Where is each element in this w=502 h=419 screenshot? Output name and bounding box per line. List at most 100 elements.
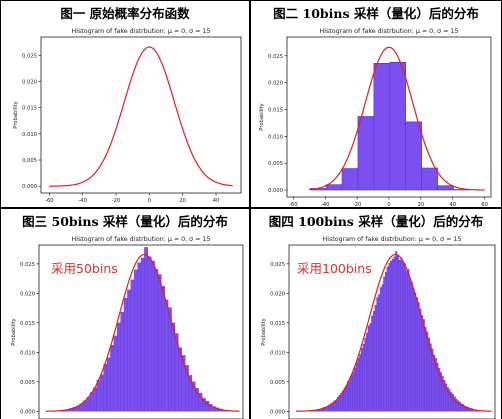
- x-tick-label: -20: [353, 202, 361, 207]
- histogram-bar: [325, 184, 343, 191]
- histogram-bar: [359, 353, 362, 412]
- histogram-bar: [390, 260, 393, 412]
- histogram-bar: [391, 259, 394, 412]
- histogram-bar: [335, 399, 338, 412]
- x-tick-label: -40: [321, 202, 329, 207]
- histogram-bar: [429, 343, 432, 412]
- histogram-bar: [347, 381, 350, 412]
- y-tick-label: 0.020: [22, 79, 37, 85]
- histogram-bar: [354, 367, 357, 412]
- histogram-bar: [381, 284, 384, 412]
- histogram-bar: [355, 362, 358, 412]
- histogram-bar: [421, 315, 424, 412]
- histogram-bar: [140, 257, 145, 412]
- y-tick-label: 0.010: [268, 134, 283, 140]
- histogram-bar: [405, 121, 422, 191]
- histogram-bar: [409, 278, 412, 412]
- histogram-bar: [96, 379, 101, 412]
- y-tick-label: 0.000: [268, 188, 283, 194]
- histogram-bar: [154, 269, 159, 412]
- histogram-bar: [360, 348, 363, 412]
- histogram-bar: [389, 61, 407, 191]
- pdf-curve: [309, 46, 485, 191]
- plot-frame: [40, 36, 242, 194]
- histogram-bar: [364, 338, 367, 412]
- histogram-bar: [414, 292, 417, 412]
- histogram-bar: [341, 168, 359, 191]
- histogram-bar: [357, 358, 360, 412]
- histogram-bar: [362, 343, 365, 412]
- histogram-bar: [437, 185, 454, 191]
- histogram-bar: [147, 256, 152, 412]
- histogram-bars: [309, 251, 482, 412]
- histogram-bar: [157, 274, 162, 412]
- histogram-bar: [419, 308, 422, 412]
- histogram-bar: [171, 322, 176, 412]
- histogram-bar: [372, 310, 375, 412]
- y-tick-label: 0.015: [20, 321, 35, 327]
- x-tick-label: 0: [148, 198, 151, 204]
- y-tick-label: 0.025: [270, 262, 285, 268]
- histogram-bar: [421, 167, 438, 191]
- x-tick-label: 60: [481, 202, 488, 207]
- histogram-bar: [410, 282, 413, 412]
- panel-3-chart: Histogram of fake distrbution: μ = 0, σ …: [11, 236, 244, 419]
- x-tick-label: -20: [112, 198, 120, 204]
- histogram-bar: [395, 251, 398, 412]
- x-tick-label: -40: [78, 198, 86, 204]
- histogram-bars: [309, 61, 470, 191]
- y-tick-label: 0.000: [270, 409, 285, 415]
- x-tick-label: 20: [179, 198, 186, 204]
- histogram-bar: [379, 287, 382, 412]
- histogram-bar: [373, 63, 391, 191]
- histogram-bar: [427, 337, 430, 412]
- x-tick-label: 40: [449, 202, 456, 207]
- panel-1-chart: Histogram of fake distrbution: μ = 0, σ …: [13, 28, 242, 204]
- y-tick-label: 0.005: [22, 158, 37, 164]
- y-tick-label: 0.005: [20, 380, 35, 386]
- histogram-bar: [117, 322, 121, 412]
- histogram-bar: [393, 256, 396, 412]
- y-tick-label: 0.005: [268, 161, 283, 167]
- chart-title: Histogram of fake distrbution: μ = 0, σ …: [323, 236, 462, 243]
- histogram-bar: [398, 260, 401, 412]
- y-tick-label: 0.025: [22, 53, 37, 59]
- y-tick-label: 0.025: [20, 262, 35, 268]
- y-axis-label: Probability: [261, 318, 267, 345]
- histogram-bar: [403, 263, 406, 412]
- pdf-curve: [45, 253, 240, 412]
- histogram-bar: [345, 385, 348, 412]
- y-tick-label: 0.010: [20, 350, 35, 356]
- histogram-bar: [415, 297, 418, 412]
- y-tick-label: 0.000: [20, 409, 35, 415]
- histogram-bar: [371, 315, 374, 412]
- plot-frame: [38, 244, 244, 419]
- histogram-bar: [388, 263, 391, 412]
- panel-4-chart: Histogram of fake distrbution: μ = 0, σ …: [261, 236, 496, 419]
- y-tick-label: 0.000: [22, 184, 37, 190]
- x-tick-label: -60: [45, 198, 53, 204]
- y-axis-label: Probability: [259, 103, 265, 130]
- histogram-bar: [462, 404, 465, 412]
- panel-2-chart: Histogram of fake distrbution: μ = 0, σ …: [259, 28, 492, 207]
- histogram-bar: [93, 387, 97, 412]
- histogram-bar: [348, 378, 351, 412]
- histogram-bar: [106, 357, 111, 412]
- histogram-bar: [366, 332, 369, 412]
- x-tick-label: -60: [289, 202, 297, 207]
- chart-title: Histogram of fake distrbution: μ = 0, σ …: [72, 28, 211, 35]
- panel-3-label: 图三 50bins 采样（量化）后的分布: [22, 213, 228, 229]
- histogram-bar: [137, 262, 142, 412]
- y-axis-label: Probability: [11, 318, 17, 345]
- chart-title: Histogram of fake distrbution: μ = 0, σ …: [72, 236, 211, 243]
- histogram-bar: [151, 260, 155, 412]
- histogram-bar: [127, 289, 131, 412]
- histogram-bar: [369, 323, 372, 412]
- y-tick-label: 0.025: [268, 54, 283, 60]
- x-tick-label: 20: [418, 202, 425, 207]
- histogram-bar: [350, 375, 353, 412]
- bins-annotation: 采用50bins: [51, 261, 118, 276]
- histogram-bar: [376, 297, 379, 412]
- histogram-bar: [383, 276, 386, 412]
